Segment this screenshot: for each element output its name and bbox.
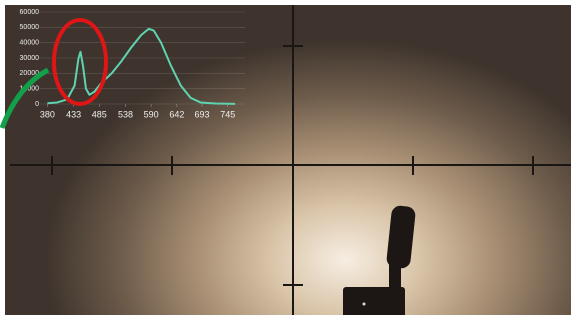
y-tick-label: 30000 bbox=[20, 55, 40, 62]
frame bbox=[0, 0, 576, 320]
x-tick-label: 590 bbox=[144, 109, 159, 119]
x-tick-label: 380 bbox=[40, 109, 55, 119]
x-tick-label: 538 bbox=[118, 109, 133, 119]
y-tick-label: 50000 bbox=[20, 24, 40, 31]
fixture-silhouette bbox=[343, 205, 416, 320]
fixture-head bbox=[386, 205, 416, 269]
x-tick-label: 433 bbox=[66, 109, 81, 119]
x-tick-label: 693 bbox=[195, 109, 210, 119]
crosshair bbox=[10, 0, 576, 320]
screenshot: 0100002000030000400005000060000380433485… bbox=[0, 0, 576, 320]
scene: 0100002000030000400005000060000380433485… bbox=[0, 0, 576, 320]
y-tick-label: 40000 bbox=[20, 40, 40, 47]
y-tick-label: 60000 bbox=[20, 9, 40, 16]
x-tick-label: 485 bbox=[92, 109, 107, 119]
x-tick-label: 642 bbox=[169, 109, 184, 119]
fixture-led bbox=[363, 303, 366, 306]
spectrum-line bbox=[47, 29, 235, 104]
x-tick-label: 745 bbox=[220, 109, 235, 119]
y-tick-label: 0 bbox=[35, 101, 39, 108]
highlight-ellipse bbox=[54, 20, 106, 104]
